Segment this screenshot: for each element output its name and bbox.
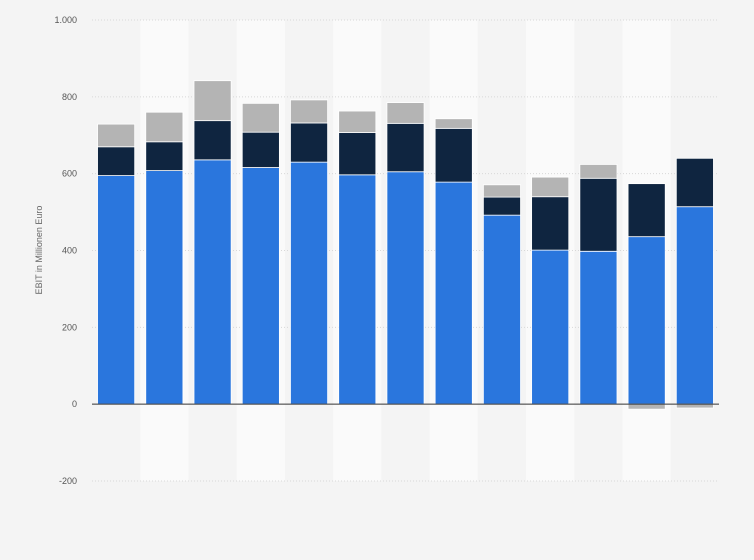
y-tick-label: 1.000 [54, 15, 77, 25]
bar-segment-series-1[interactable] [675, 206, 714, 405]
bar-segment-series-3[interactable] [675, 403, 714, 409]
bar-segment-series-3[interactable] [386, 102, 425, 124]
bar-segment-series-1[interactable] [97, 175, 136, 405]
y-axis-ticks: -200 0 200 400 600 800 1.000 [54, 15, 77, 486]
bar-segment-series-1[interactable] [434, 181, 473, 405]
bar-segment-series-2[interactable] [193, 120, 232, 161]
bar-segment-series-1[interactable] [531, 249, 570, 405]
bar-segment-series-2[interactable] [97, 146, 136, 176]
y-tick-label: 800 [62, 92, 77, 102]
bars [97, 80, 714, 410]
bar-segment-series-3[interactable] [434, 118, 473, 129]
y-tick-label: 400 [62, 246, 77, 256]
bar-segment-series-3[interactable] [338, 110, 377, 133]
y-axis-label: EBIT in Millionen Euro [34, 206, 44, 295]
bar-segment-series-2[interactable] [338, 132, 377, 176]
bar-segment-series-1[interactable] [482, 214, 521, 405]
bar-segment-series-2[interactable] [482, 196, 521, 216]
bar-segment-series-3[interactable] [241, 102, 280, 133]
bar-segment-series-1[interactable] [241, 167, 280, 405]
bar-segment-series-1[interactable] [338, 174, 377, 405]
bar-segment-series-3[interactable] [531, 176, 570, 198]
bar-segment-series-3[interactable] [579, 164, 618, 179]
bar-segment-series-3[interactable] [482, 184, 521, 198]
bar-segment-series-3[interactable] [97, 123, 136, 148]
bar-segment-series-2[interactable] [627, 183, 666, 238]
bar-segment-series-2[interactable] [386, 122, 425, 173]
bar-segment-series-1[interactable] [193, 159, 232, 405]
bar-segment-series-2[interactable] [531, 196, 570, 251]
bar-segment-series-2[interactable] [145, 141, 184, 171]
bar-segment-series-3[interactable] [193, 80, 232, 122]
y-tick-label: 0 [72, 399, 77, 409]
bar-segment-series-1[interactable] [145, 170, 184, 405]
bar-segment-series-3[interactable] [145, 111, 184, 143]
bar-segment-series-3[interactable] [627, 403, 666, 410]
bar-segment-series-2[interactable] [579, 177, 618, 252]
y-tick-label: -200 [59, 476, 77, 486]
bar-segment-series-2[interactable] [290, 122, 329, 163]
bar-segment-series-2[interactable] [241, 131, 280, 168]
bar-segment-series-1[interactable] [290, 161, 329, 405]
y-tick-label: 200 [62, 322, 77, 332]
bar-segment-series-3[interactable] [290, 99, 329, 124]
y-tick-label: 600 [62, 169, 77, 179]
bar-segment-series-2[interactable] [675, 157, 714, 208]
bar-segment-series-1[interactable] [627, 236, 666, 405]
bar-segment-series-1[interactable] [386, 171, 425, 405]
bar-segment-series-1[interactable] [579, 250, 618, 405]
bar-segment-series-2[interactable] [434, 127, 473, 183]
